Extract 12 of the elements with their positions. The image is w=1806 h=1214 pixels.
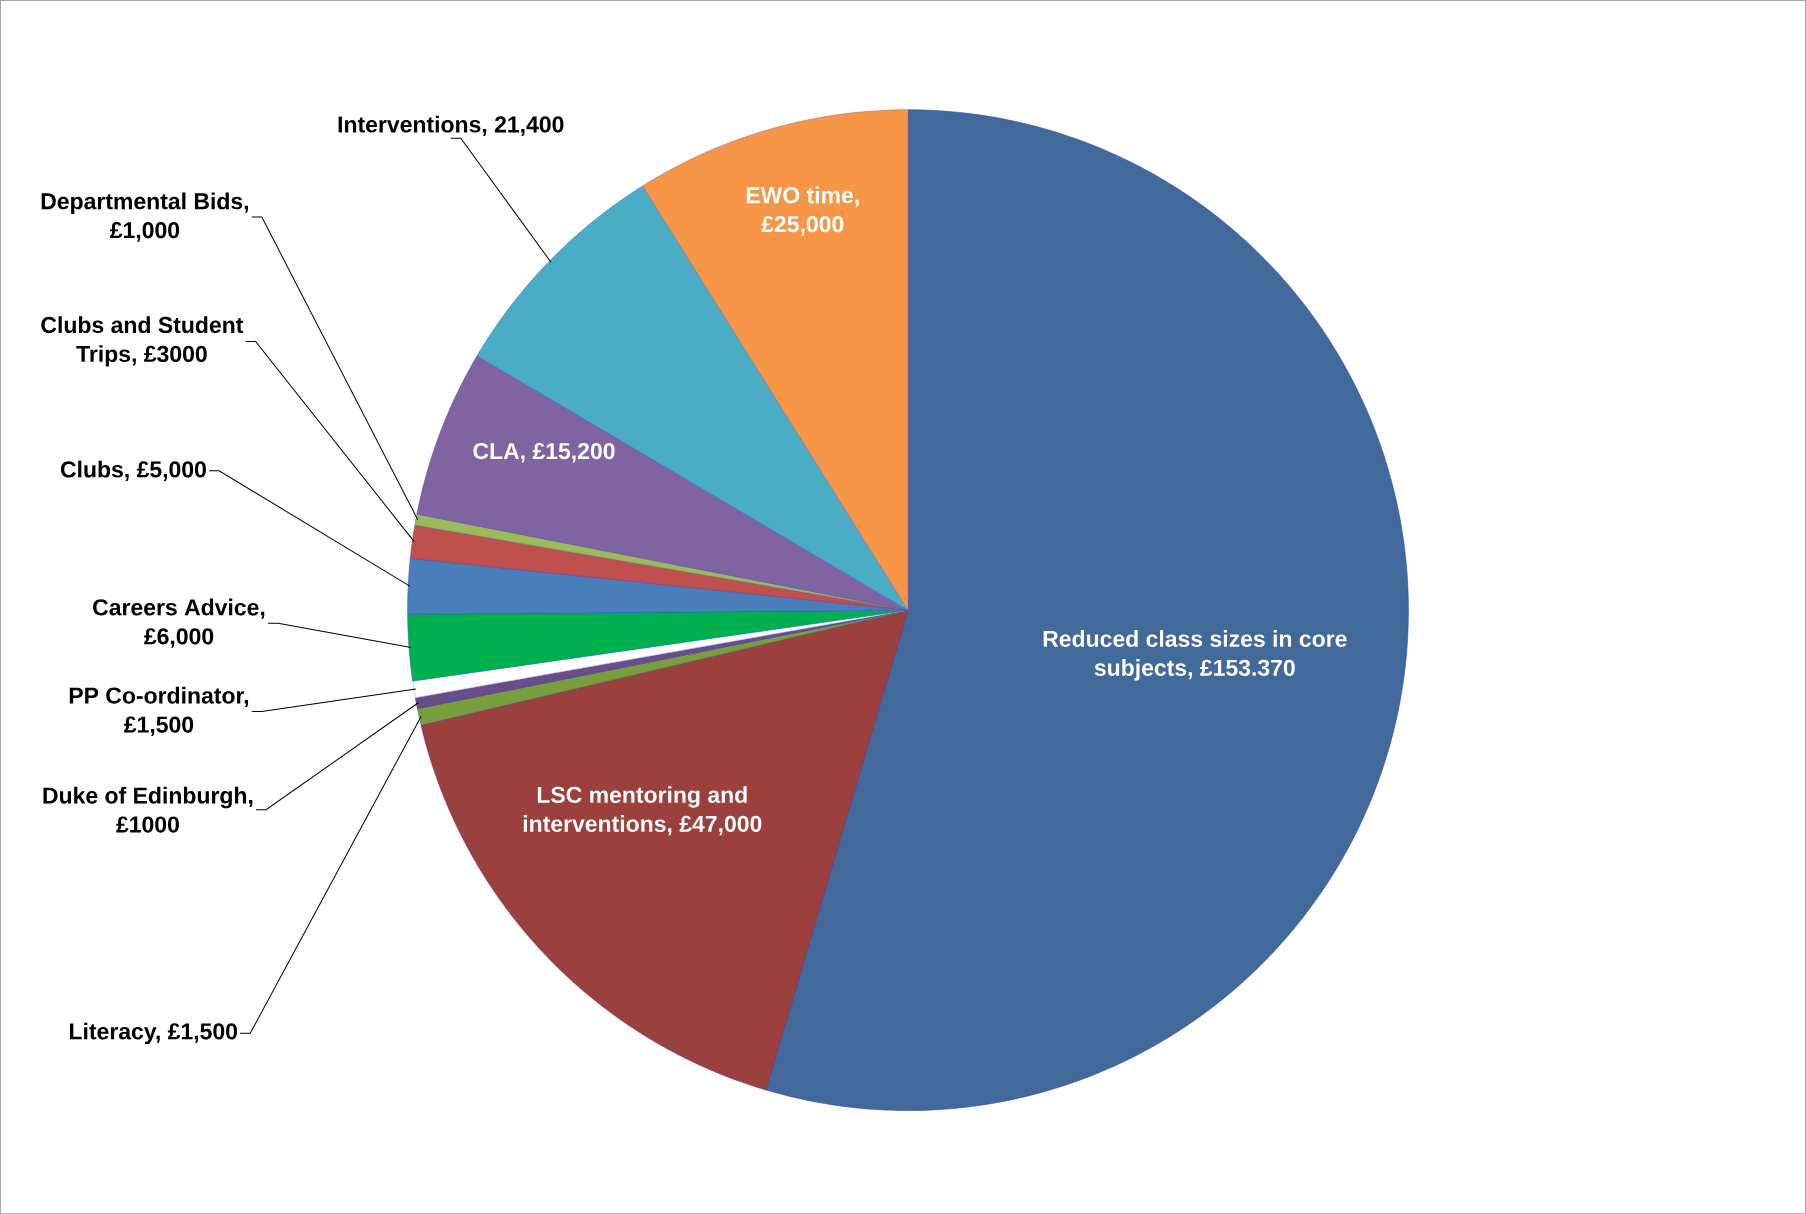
- slice-label: Clubs and Student Trips, £3000: [41, 316, 244, 367]
- slice-label: LSC mentoring and interventions, £47,000: [523, 785, 762, 836]
- slice-label: Literacy, £1,500: [70, 1022, 237, 1044]
- slice-label: Reduced class sizes in core subjects, £153.370: [1043, 629, 1347, 681]
- slice-label: Clubs, £5,000: [60, 460, 206, 481]
- slice-label: Careers Advice, £6,000: [93, 598, 265, 648]
- slice-label: EWO time, £25,000: [746, 186, 859, 236]
- slice-label: CLA, £15,200: [473, 442, 615, 463]
- slice-label: Departmental Bids, £1,000: [41, 192, 249, 242]
- slice-label: PP Co-ordinator, £1,500: [69, 686, 249, 736]
- slice-label: Duke of Edinburgh, £1000: [43, 786, 253, 833]
- slice-label: Interventions, 21,400: [338, 115, 564, 136]
